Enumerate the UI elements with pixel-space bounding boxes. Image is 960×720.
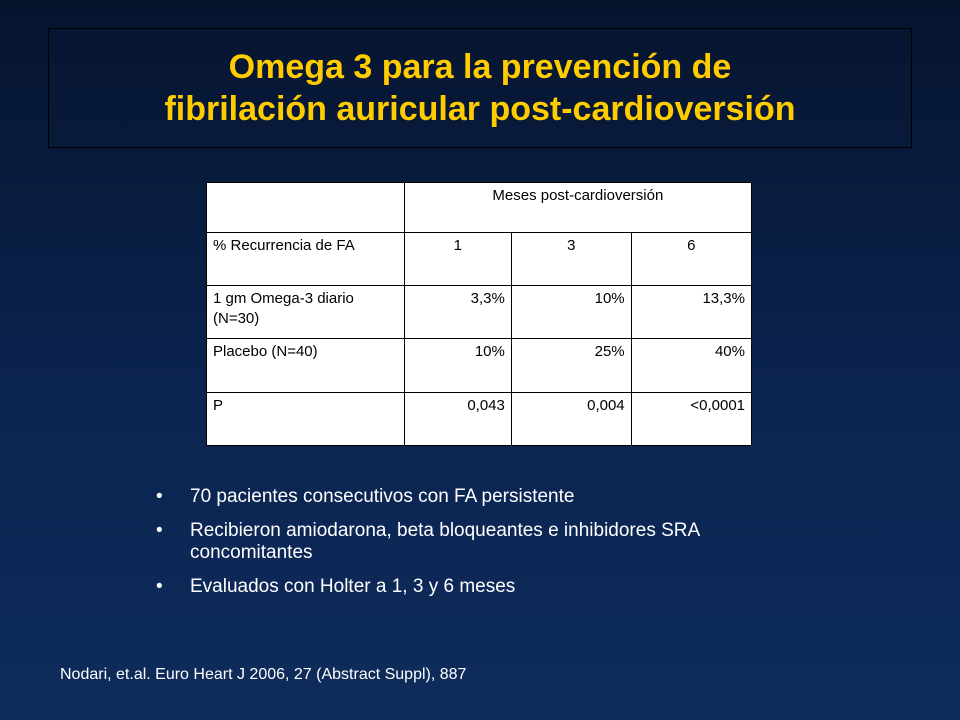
table-header-months: Meses post-cardioversión — [403, 182, 753, 233]
table-cell: 3 — [510, 232, 632, 286]
row-label: P — [206, 392, 405, 446]
bullet-text: 70 pacientes consecutivos con FA persist… — [190, 486, 575, 507]
table-cell: 0,004 — [510, 392, 632, 446]
row-label: Placebo (N=40) — [206, 338, 405, 393]
table-cell: 40% — [630, 338, 753, 393]
table-cell: 10% — [403, 338, 512, 393]
table-cell: 3,3% — [403, 285, 512, 339]
citation: Nodari, et.al. Euro Heart J 2006, 27 (Ab… — [60, 666, 467, 683]
table-row: Placebo (N=40) 10% 25% 40% — [206, 338, 753, 393]
row-label: % Recurrencia de FA — [206, 232, 405, 286]
title-line-2: fibrilación auricular post-cardioversión — [164, 90, 796, 128]
bullet-list: • 70 pacientes consecutivos con FA persi… — [152, 486, 792, 610]
table-cell: 13,3% — [630, 285, 753, 339]
table-row: 1 gm Omega-3 diario (N=30) 3,3% 10% 13,3… — [206, 285, 753, 339]
list-item: • Evaluados con Holter a 1, 3 y 6 meses — [152, 576, 792, 598]
bullet-text: Recibieron amiodarona, beta bloqueantes … — [190, 520, 700, 563]
table-header-row: Meses post-cardioversión — [206, 182, 753, 233]
table-corner-cell — [206, 182, 405, 233]
slide-title: Omega 3 para la prevención de fibrilació… — [48, 28, 912, 148]
bullet-icon: • — [156, 486, 163, 507]
recurrence-table: Meses post-cardioversión % Recurrencia d… — [206, 182, 753, 446]
list-item: • 70 pacientes consecutivos con FA persi… — [152, 486, 792, 508]
list-item: • Recibieron amiodarona, beta bloqueante… — [152, 520, 792, 564]
table-cell: 1 — [403, 232, 512, 286]
bullet-text: Evaluados con Holter a 1, 3 y 6 meses — [190, 576, 516, 597]
table-cell: 0,043 — [403, 392, 512, 446]
table-cell: <0,0001 — [630, 392, 753, 446]
table-cell: 10% — [510, 285, 632, 339]
bullet-icon: • — [156, 576, 163, 597]
table-row: P 0,043 0,004 <0,0001 — [206, 392, 753, 446]
table-cell: 25% — [510, 338, 632, 393]
title-line-1: Omega 3 para la prevención de — [228, 48, 732, 86]
bullet-icon: • — [156, 520, 163, 541]
row-label: 1 gm Omega-3 diario (N=30) — [206, 285, 405, 339]
table-cell: 6 — [630, 232, 753, 286]
table-row: % Recurrencia de FA 1 3 6 — [206, 232, 753, 286]
